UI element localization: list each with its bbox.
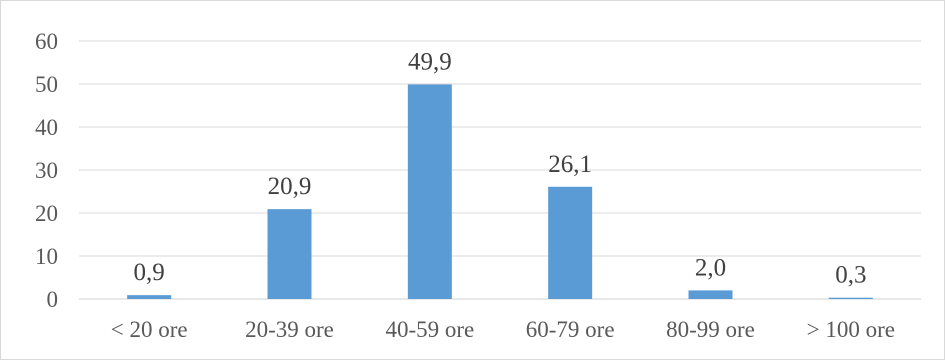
- x-tick-label: 20-39 ore: [245, 317, 334, 342]
- y-tick-label: 0: [47, 287, 59, 312]
- bar: [688, 290, 733, 299]
- x-tick-label: > 100 ore: [807, 317, 895, 342]
- y-tick-label: 20: [35, 201, 58, 226]
- data-label: 2,0: [695, 254, 726, 281]
- bar: [548, 186, 593, 299]
- y-tick-label: 60: [35, 29, 58, 54]
- data-label: 0,9: [134, 259, 165, 286]
- bar: [267, 209, 312, 299]
- bar: [127, 295, 172, 299]
- x-tick-label: < 20 ore: [111, 317, 188, 342]
- data-label: 49,9: [408, 48, 452, 75]
- y-tick-label: 10: [35, 244, 58, 269]
- data-label: 26,1: [548, 151, 592, 178]
- data-label: 20,9: [268, 173, 312, 200]
- data-label: 0,3: [835, 262, 866, 289]
- y-tick-label: 40: [35, 115, 58, 140]
- x-tick-label: 40-59 ore: [385, 317, 474, 342]
- bar: [828, 297, 873, 299]
- y-tick-label: 50: [35, 72, 58, 97]
- x-tick-label: 60-79 ore: [526, 317, 615, 342]
- y-tick-label: 30: [35, 158, 58, 183]
- bar: [407, 84, 452, 300]
- x-tick-label: 80-99 ore: [666, 317, 755, 342]
